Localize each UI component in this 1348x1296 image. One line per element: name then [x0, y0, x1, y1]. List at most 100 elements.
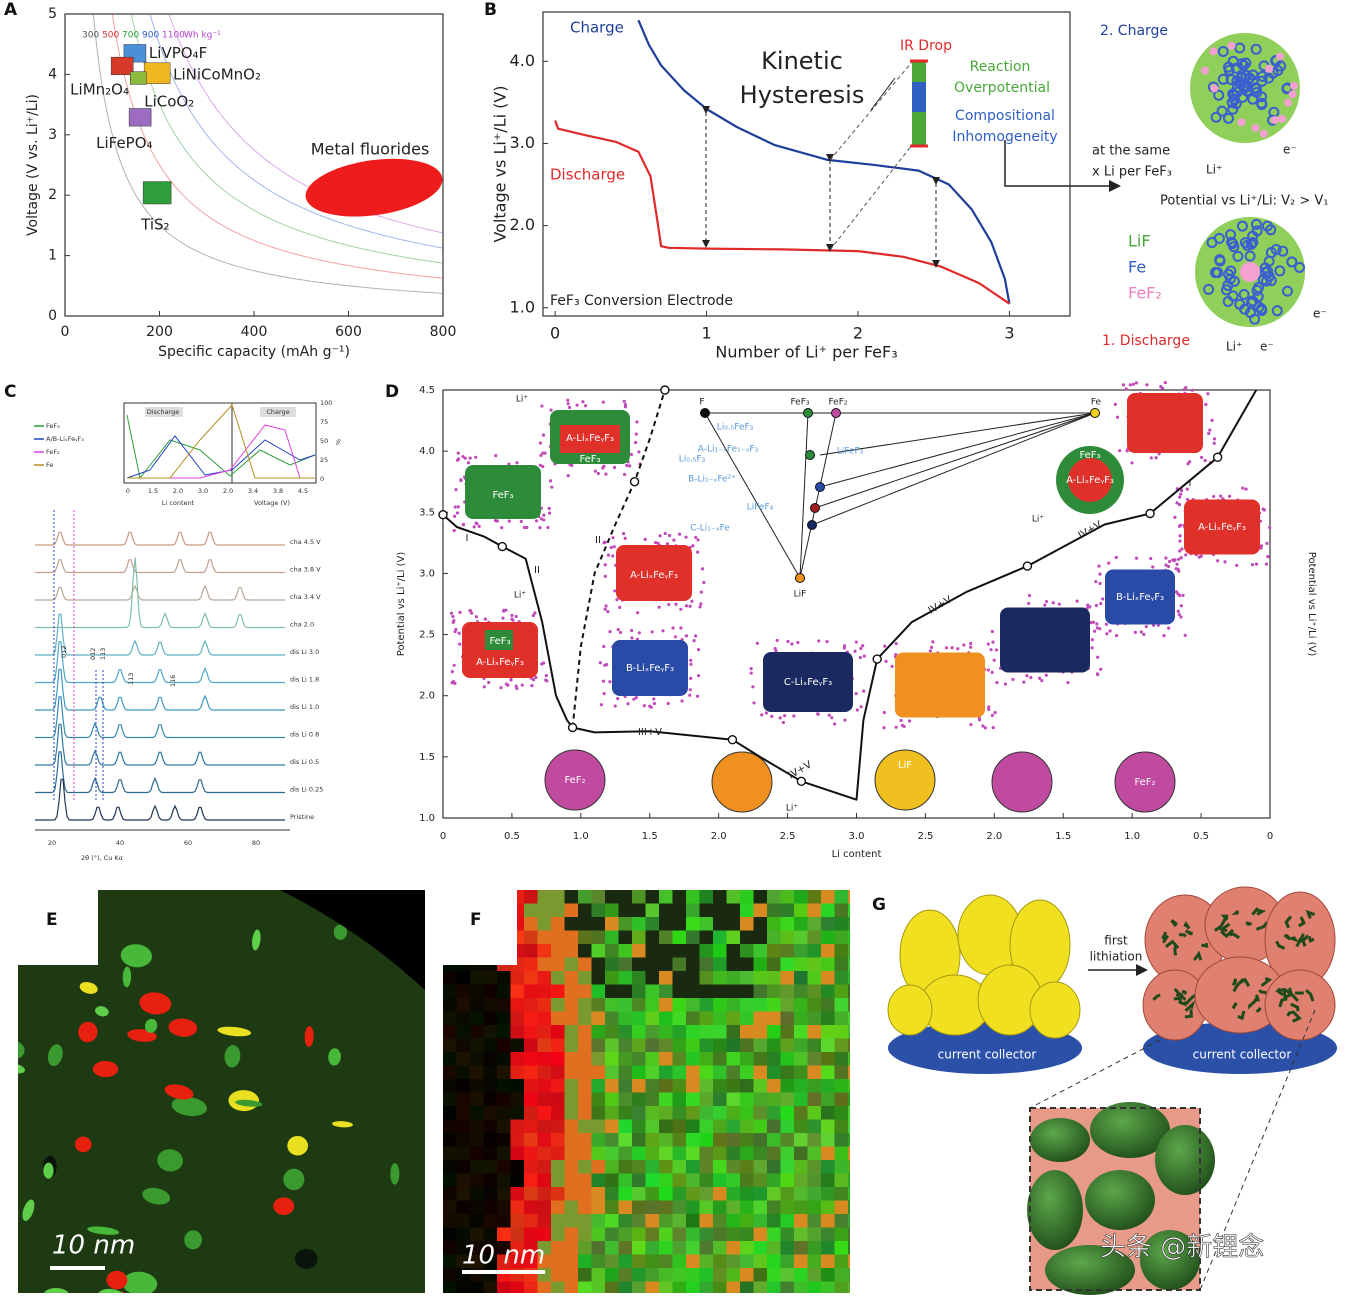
pixel [726, 903, 741, 918]
pixel [456, 1173, 471, 1188]
grain [78, 1021, 98, 1043]
x-tick-label: 1.5 [642, 831, 658, 842]
pixel [443, 1106, 457, 1120]
pixel [807, 1038, 822, 1053]
dot [950, 646, 954, 650]
pixel [537, 1065, 552, 1080]
pixel [564, 957, 579, 972]
inset-grain [1027, 1170, 1083, 1250]
grain [122, 966, 132, 988]
phase-node [831, 408, 841, 418]
pixel [632, 1038, 646, 1053]
pixel [470, 1214, 484, 1228]
pixel [564, 971, 579, 985]
grain [333, 924, 348, 940]
pixel [699, 1052, 714, 1066]
pixel [537, 1092, 552, 1107]
pixel [726, 1281, 741, 1293]
inset-box [145, 407, 183, 417]
pixel [699, 903, 714, 918]
dot [613, 704, 617, 708]
y-tick-label: 1.0 [419, 813, 435, 824]
fe-network [1278, 997, 1288, 1008]
pixel [470, 1227, 484, 1242]
dot [456, 505, 460, 509]
phase-node [810, 503, 820, 513]
pixel [497, 1065, 511, 1080]
pixel [713, 1038, 727, 1053]
pixel [821, 903, 835, 918]
fe-ring [1259, 266, 1271, 278]
pixel [672, 1038, 687, 1053]
pixel [645, 1254, 660, 1269]
legend-label: FeF₂ [1128, 284, 1162, 303]
pixel [524, 1025, 538, 1039]
fe-ring [1225, 265, 1237, 277]
pixel [632, 971, 646, 985]
pixel [794, 1038, 808, 1053]
y-tick-label: 1 [48, 248, 57, 264]
particle-box [1000, 607, 1090, 673]
dot [1178, 495, 1182, 499]
pixel [767, 1025, 781, 1039]
pixel [672, 944, 687, 958]
pixel [605, 944, 619, 958]
dot [1003, 682, 1008, 686]
pixel [443, 1268, 457, 1282]
pixel [618, 1106, 633, 1120]
inset-tick: 75 [320, 418, 328, 426]
phase-line [814, 412, 1096, 509]
pixel [659, 1268, 673, 1282]
pixel [834, 998, 849, 1012]
dot [625, 463, 629, 468]
dot [1166, 564, 1171, 569]
dot [1099, 667, 1103, 671]
pixel [456, 1227, 471, 1242]
dot [469, 611, 474, 615]
phase-label: FeF₃ [790, 398, 809, 408]
pixel [551, 1187, 565, 1201]
pixel [456, 917, 471, 931]
pixel [686, 1146, 700, 1161]
pixel [740, 944, 754, 958]
grain [294, 1248, 318, 1269]
pixel [591, 1227, 606, 1242]
fef2-dot [1201, 66, 1210, 75]
annotation: Overpotential [954, 80, 1050, 96]
pixel [510, 1200, 525, 1215]
pixel [780, 971, 795, 985]
pixel [524, 957, 538, 972]
pixel [578, 1079, 592, 1093]
fe-ring [1239, 82, 1251, 94]
dot [1044, 673, 1048, 677]
dot [1128, 383, 1132, 387]
pixel [510, 1025, 525, 1039]
pixel [686, 998, 700, 1012]
pixel [807, 1052, 822, 1066]
dot [472, 525, 476, 529]
pixel [672, 1065, 687, 1080]
pixel [524, 1160, 538, 1174]
plot-frame [542, 11, 1071, 317]
collector-label: current collector [1193, 1048, 1292, 1062]
fe-ring [1274, 265, 1286, 277]
pixel [470, 957, 484, 972]
pixel [807, 957, 822, 972]
dot [596, 471, 600, 476]
pixel [821, 957, 835, 972]
pixel [456, 1106, 471, 1120]
dot [962, 643, 966, 647]
pixel [524, 1092, 538, 1107]
pixel [537, 1227, 552, 1242]
particle-label: B-LiₓFeᵧF₃ [626, 663, 674, 674]
pixel [713, 1160, 727, 1174]
dot [618, 605, 622, 610]
pixel [564, 998, 579, 1012]
particle-box [465, 465, 541, 519]
grain [283, 1168, 305, 1191]
pixel [726, 998, 741, 1012]
pixel [605, 1119, 619, 1134]
pixel [564, 1119, 579, 1134]
pixel [794, 971, 808, 985]
